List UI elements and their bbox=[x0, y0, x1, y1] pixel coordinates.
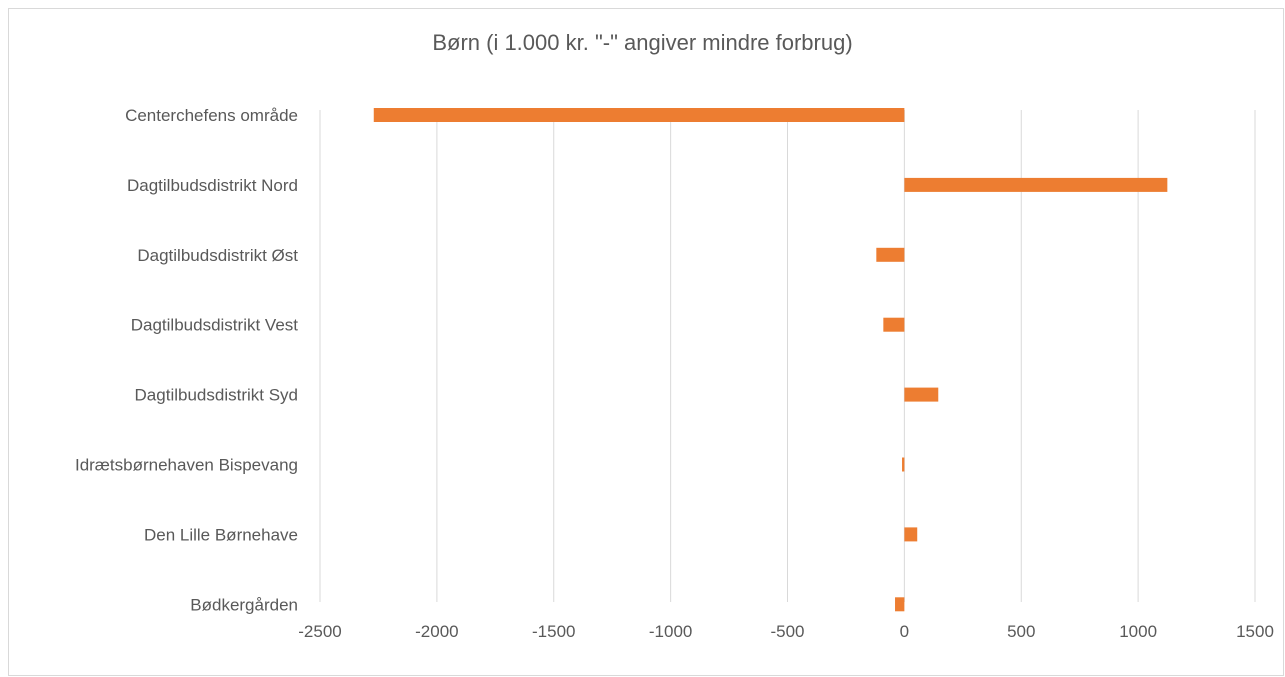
bar bbox=[904, 177, 1168, 192]
bar bbox=[902, 457, 905, 472]
x-tick-label: 500 bbox=[1007, 622, 1035, 641]
category-label: Dagtilbudsdistrikt Øst bbox=[137, 246, 298, 265]
x-tick-label: 1000 bbox=[1119, 622, 1157, 641]
x-tick-label: -2000 bbox=[415, 622, 458, 641]
x-tick-label: -2500 bbox=[298, 622, 341, 641]
x-tick-label: -1500 bbox=[532, 622, 575, 641]
chart-title: Børn (i 1.000 kr. "-" angiver mindre for… bbox=[432, 30, 853, 55]
x-tick-label: 1500 bbox=[1236, 622, 1274, 641]
category-label: Bødkergården bbox=[190, 595, 298, 614]
bar bbox=[904, 527, 918, 542]
category-label: Centerchefens område bbox=[125, 106, 298, 125]
category-label: Idrætsbørnehaven Bispevang bbox=[75, 456, 298, 475]
category-label: Dagtilbudsdistrikt Vest bbox=[131, 316, 299, 335]
bar bbox=[876, 247, 905, 262]
x-tick-label: -500 bbox=[770, 622, 804, 641]
category-label: Dagtilbudsdistrikt Nord bbox=[127, 176, 298, 195]
bar bbox=[895, 597, 905, 612]
bar bbox=[373, 108, 905, 122]
bar bbox=[883, 317, 905, 332]
bar bbox=[904, 387, 939, 402]
x-tick-label: -1000 bbox=[649, 622, 692, 641]
category-label: Dagtilbudsdistrikt Syd bbox=[135, 386, 298, 405]
x-tick-label: 0 bbox=[900, 622, 909, 641]
category-label: Den Lille Børnehave bbox=[144, 525, 298, 544]
